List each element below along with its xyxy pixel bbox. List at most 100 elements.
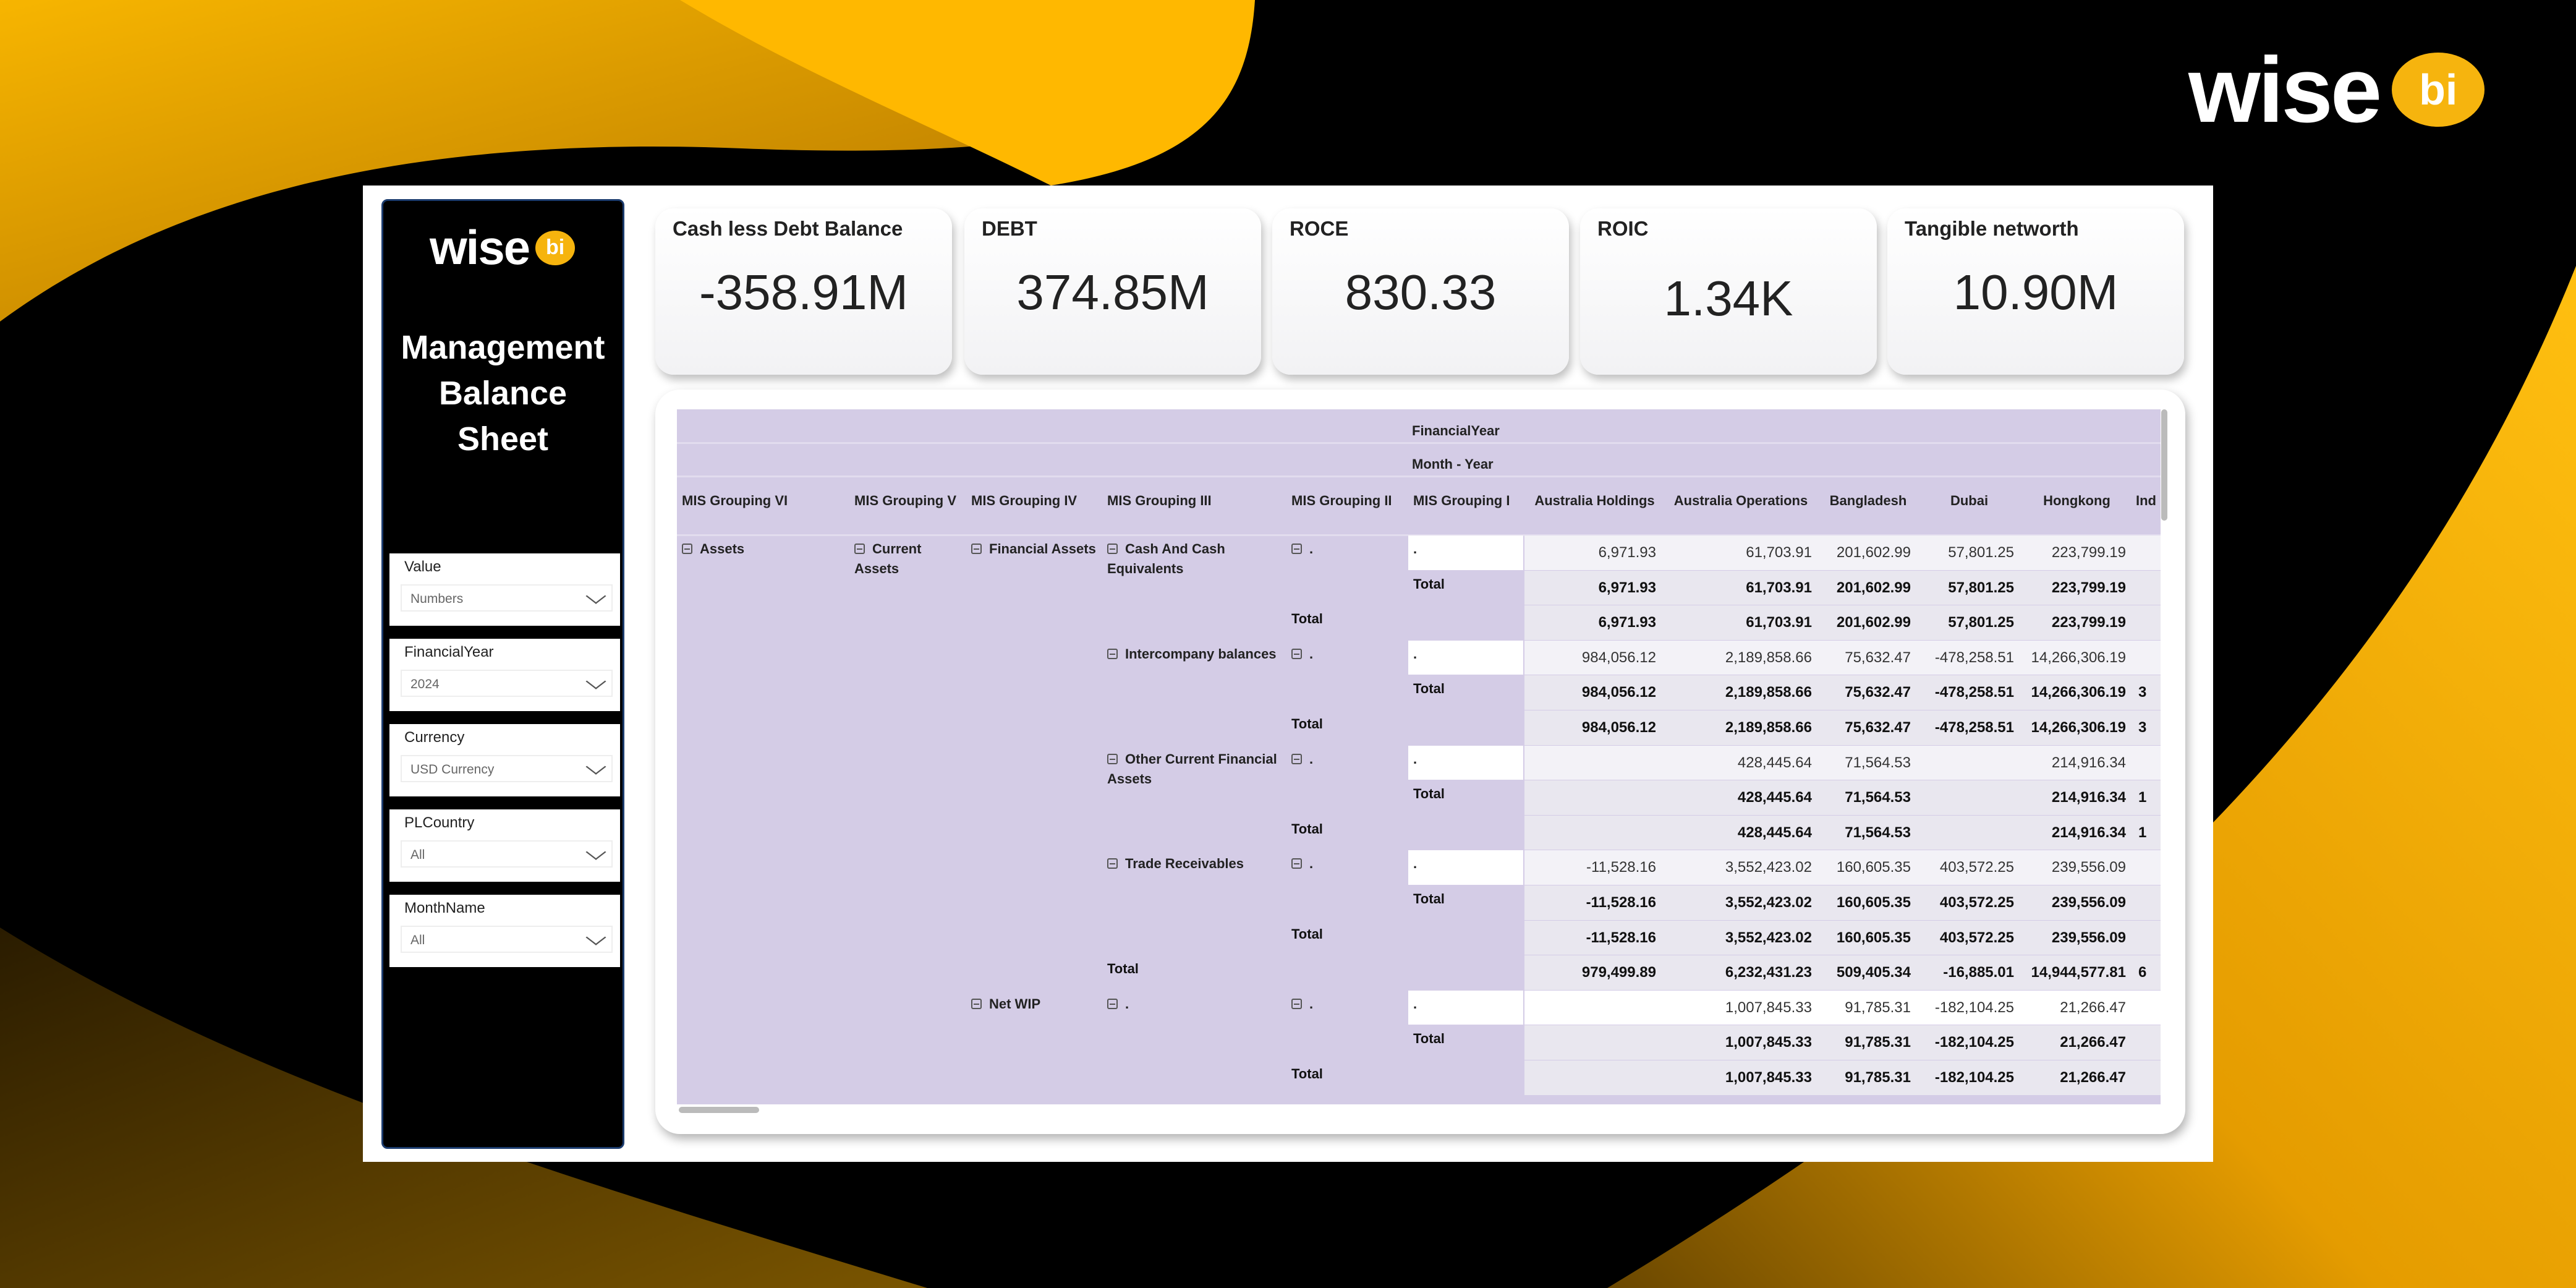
data-row-bg — [1524, 605, 2161, 640]
header-divider — [677, 476, 2161, 477]
super-header-financialyear: FinancialYear — [1412, 423, 1500, 438]
filter-label: Value — [404, 558, 441, 575]
filter-dropdown[interactable]: Numbers — [401, 584, 613, 612]
row-label-text: . — [1413, 996, 1418, 1012]
row-label-text: Current Assets — [854, 541, 922, 576]
row-label: Cash And Cash Equivalents — [1107, 539, 1286, 626]
row-label-text: . — [1309, 646, 1314, 662]
value-cell: -182,104.25 — [1934, 999, 2014, 1016]
mis-i-cell-bg — [1408, 990, 1523, 1025]
value-cell: 71,564.53 — [1845, 754, 1911, 771]
collapse-icon[interactable] — [1291, 648, 1302, 659]
collapse-icon[interactable] — [971, 544, 982, 554]
title-line: Management — [401, 329, 605, 366]
row-label-text: Intercompany balances — [1125, 646, 1277, 662]
row-label: Total — [1291, 924, 1408, 1011]
collapse-icon[interactable] — [1107, 858, 1118, 869]
value-cell — [2131, 929, 2161, 950]
collapse-icon[interactable] — [854, 544, 865, 554]
value-cell: 509,405.34 — [1836, 964, 1911, 981]
collapse-icon[interactable] — [971, 998, 982, 1009]
filter-dropdown[interactable]: All — [401, 840, 613, 868]
value-cell: 201,602.99 — [1836, 579, 1911, 596]
row-label: . — [1413, 539, 1524, 566]
horizontal-scrollbar[interactable] — [679, 1107, 759, 1113]
data-row-bg — [1524, 815, 2161, 850]
title-line: Balance — [438, 375, 567, 412]
column-header: Australia Holdings — [1534, 493, 1655, 508]
kpi-card: ROCE 830.33 — [1272, 208, 1569, 375]
row-label-text: . — [1413, 856, 1418, 872]
chevron-down-icon[interactable] — [585, 673, 606, 689]
row-label-text: Assets — [700, 541, 745, 557]
collapse-icon[interactable] — [1291, 998, 1302, 1009]
value-cell: 239,556.09 — [2051, 859, 2126, 876]
row-label-text: Total — [1291, 1066, 1323, 1081]
chevron-down-icon[interactable] — [585, 929, 606, 945]
chevron-down-icon[interactable] — [585, 844, 606, 860]
value-cell — [1916, 754, 2019, 775]
collapse-icon[interactable] — [1291, 858, 1302, 869]
filter-plcountry: PLCountry All — [389, 809, 620, 882]
kpi-label: ROIC — [1597, 217, 1649, 240]
data-row-bg — [1524, 990, 2161, 1025]
value-cell: 21,266.47 — [2060, 1069, 2126, 1086]
chevron-down-icon[interactable] — [585, 759, 606, 775]
collapse-icon[interactable] — [1107, 753, 1118, 764]
value-cell: 1,007,845.33 — [1725, 1069, 1812, 1086]
row-label: Intercompany balances — [1107, 644, 1286, 731]
value-cell: -11,528.16 — [1586, 859, 1656, 876]
column-header: MIS Grouping V — [854, 493, 956, 508]
collapse-icon[interactable] — [682, 544, 692, 554]
column-header: Ind — [2136, 493, 2156, 508]
value-cell: 2,189,858.66 — [1725, 684, 1812, 701]
collapse-icon[interactable] — [1107, 648, 1118, 659]
value-cell: 2,189,858.66 — [1725, 649, 1812, 666]
value-cell: 201,602.99 — [1836, 614, 1911, 631]
value-cell — [2131, 859, 2161, 880]
collapse-icon[interactable] — [1291, 544, 1302, 554]
row-label-text: . — [1309, 996, 1314, 1012]
column-header: MIS Grouping VI — [682, 493, 788, 508]
value-cell: 984,056.12 — [1581, 684, 1656, 701]
value-cell: 201,602.99 — [1836, 544, 1911, 561]
filter-value: All — [410, 848, 425, 862]
value-cell: -478,258.51 — [1934, 719, 2014, 736]
collapse-icon[interactable] — [1107, 998, 1118, 1009]
value-cell: 428,445.64 — [1737, 754, 1812, 771]
row-label: Total — [1107, 959, 1286, 1046]
collapse-icon[interactable] — [1107, 544, 1118, 554]
filter-dropdown[interactable]: 2024 — [401, 670, 613, 697]
row-label: Current Assets — [854, 539, 966, 626]
mis-i-cell-bg — [1408, 640, 1523, 675]
row-label-text: Total — [1413, 786, 1445, 802]
filter-dropdown[interactable]: All — [401, 926, 613, 953]
row-label: . — [1291, 749, 1408, 836]
data-row-bg — [1524, 710, 2161, 745]
row-label: Trade Receivables — [1107, 854, 1286, 940]
kpi-value: 1.34K — [1664, 271, 1793, 326]
value-cell — [1524, 1034, 1661, 1055]
filter-label: PLCountry — [404, 814, 475, 831]
vertical-scrollbar[interactable] — [2161, 409, 2167, 521]
value-cell: 979,499.89 — [1581, 964, 1656, 981]
value-cell: 61,703.91 — [1746, 579, 1812, 596]
super-header-month-year: Month - Year — [1412, 456, 1494, 472]
chevron-down-icon[interactable] — [585, 588, 606, 604]
value-cell: 91,785.31 — [1845, 1069, 1911, 1086]
value-cell — [1524, 754, 1661, 775]
value-cell — [1524, 1069, 1661, 1090]
row-label: . — [1413, 994, 1524, 1021]
row-label: Total — [1413, 574, 1524, 601]
row-label: Financial Assets — [971, 539, 1102, 626]
value-cell: 403,572.25 — [1939, 894, 2014, 911]
collapse-icon[interactable] — [1291, 753, 1302, 764]
kpi-label: ROCE — [1290, 217, 1349, 240]
value-cell: 6,232,431.23 — [1725, 964, 1812, 981]
value-cell: 6,971.93 — [1598, 614, 1656, 631]
filter-dropdown[interactable]: USD Currency — [401, 755, 613, 782]
value-cell: 6 — [2138, 964, 2147, 981]
value-cell: 214,916.34 — [2051, 754, 2126, 771]
mis-i-cell-bg — [1408, 850, 1523, 885]
